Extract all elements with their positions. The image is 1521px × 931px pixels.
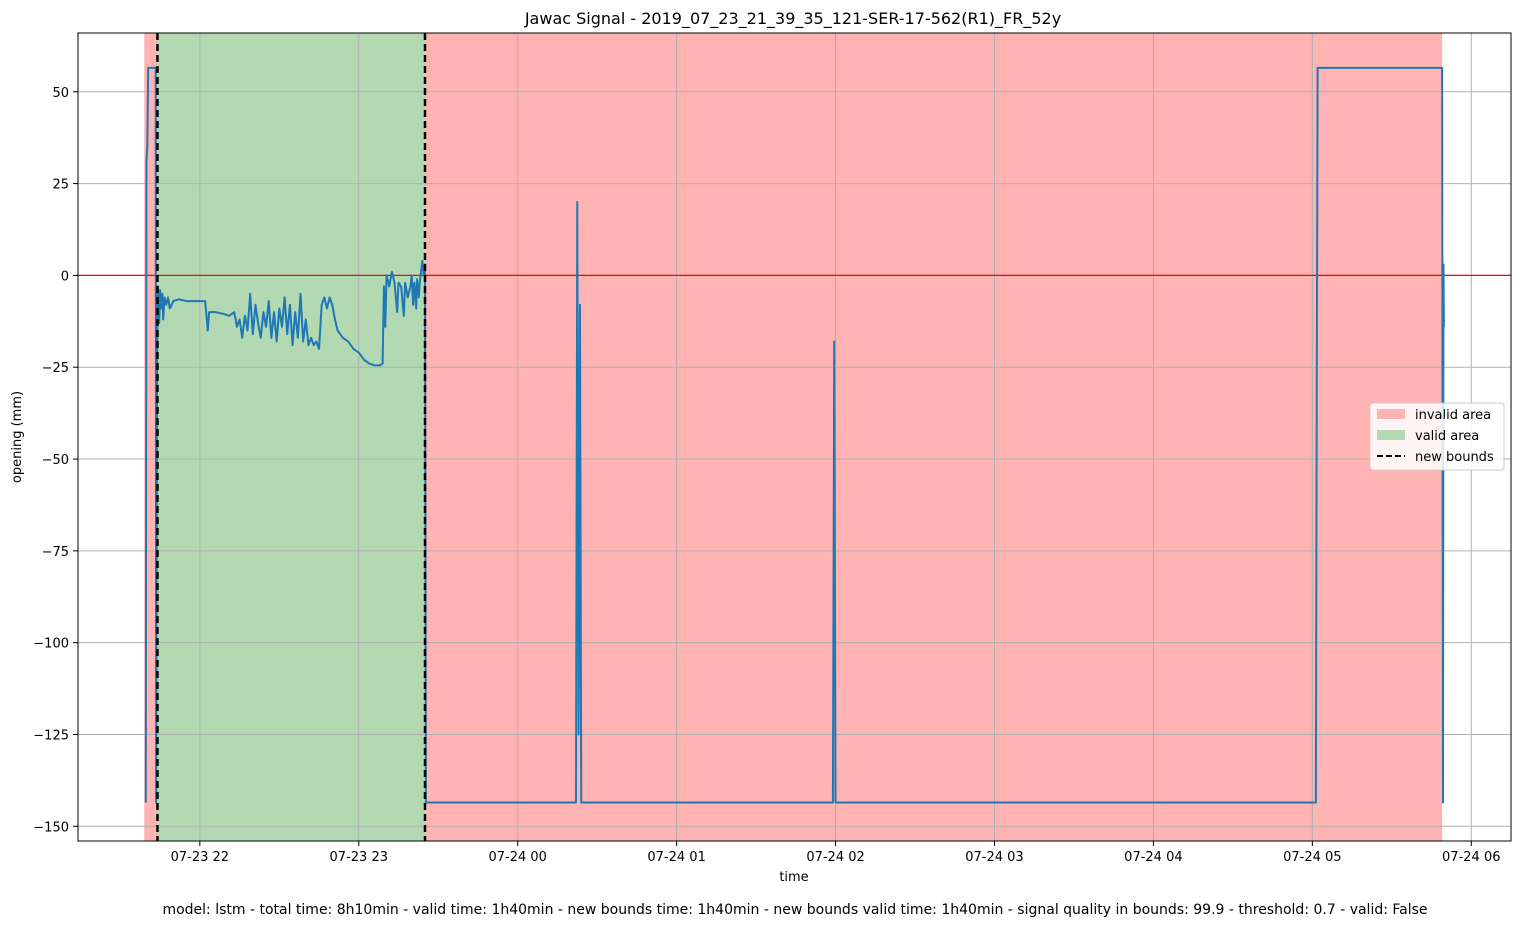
x-tick-label: 07-23 22 — [171, 850, 229, 865]
legend-label-valid-area: valid area — [1415, 429, 1479, 444]
x-tick-label: 07-23 23 — [330, 850, 388, 865]
grid-layer — [78, 33, 1511, 841]
x-tick-label: 07-24 02 — [806, 850, 864, 865]
y-tick-label: −125 — [33, 728, 69, 743]
y-axis: 50 25 0 −25 −50 −75 −100 −125 −150 — [33, 86, 78, 835]
x-axis: 07-23 22 07-23 23 07-24 00 07-24 01 07-24 02… — [171, 841, 1500, 865]
y-tick-label: −50 — [42, 453, 69, 468]
series-line — [144, 66, 1445, 804]
y-tick-label: 50 — [52, 86, 69, 101]
legend: invalid area valid area new bounds — [1369, 402, 1505, 471]
legend-swatch-valid-area — [1377, 430, 1405, 440]
y-tick-label: −150 — [33, 820, 69, 835]
region-valid — [157, 33, 425, 841]
x-tick-label: 07-24 06 — [1442, 850, 1500, 865]
y-axis-label: opening (mm) — [10, 391, 25, 483]
y-tick-label: −75 — [42, 545, 69, 560]
legend-label-invalid-area: invalid area — [1415, 408, 1491, 423]
plot-area-frame — [77, 32, 1512, 842]
legend-label-new-bounds: new bounds — [1415, 450, 1494, 465]
x-tick-label: 07-24 00 — [488, 850, 546, 865]
y-tick-label: −25 — [42, 361, 69, 376]
legend-swatch-invalid-area — [1377, 409, 1405, 419]
x-tick-label: 07-24 03 — [965, 850, 1023, 865]
y-tick-label: 25 — [52, 178, 69, 193]
region-layer — [144, 33, 1443, 841]
legend-frame — [1369, 402, 1505, 471]
bounds-layer — [156, 33, 427, 841]
x-tick-label: 07-24 05 — [1283, 850, 1341, 865]
x-tick-label: 07-24 04 — [1124, 850, 1182, 865]
chart-title: Jawac Signal - 2019_07_23_21_39_35_121-S… — [524, 9, 1061, 29]
y-tick-label: 0 — [61, 269, 69, 284]
footer-summary: model: lstm - total time: 8h10min - vali… — [162, 902, 1427, 918]
y-tick-label: −100 — [33, 637, 69, 652]
x-tick-label: 07-24 01 — [647, 850, 705, 865]
x-axis-label: time — [779, 870, 808, 885]
